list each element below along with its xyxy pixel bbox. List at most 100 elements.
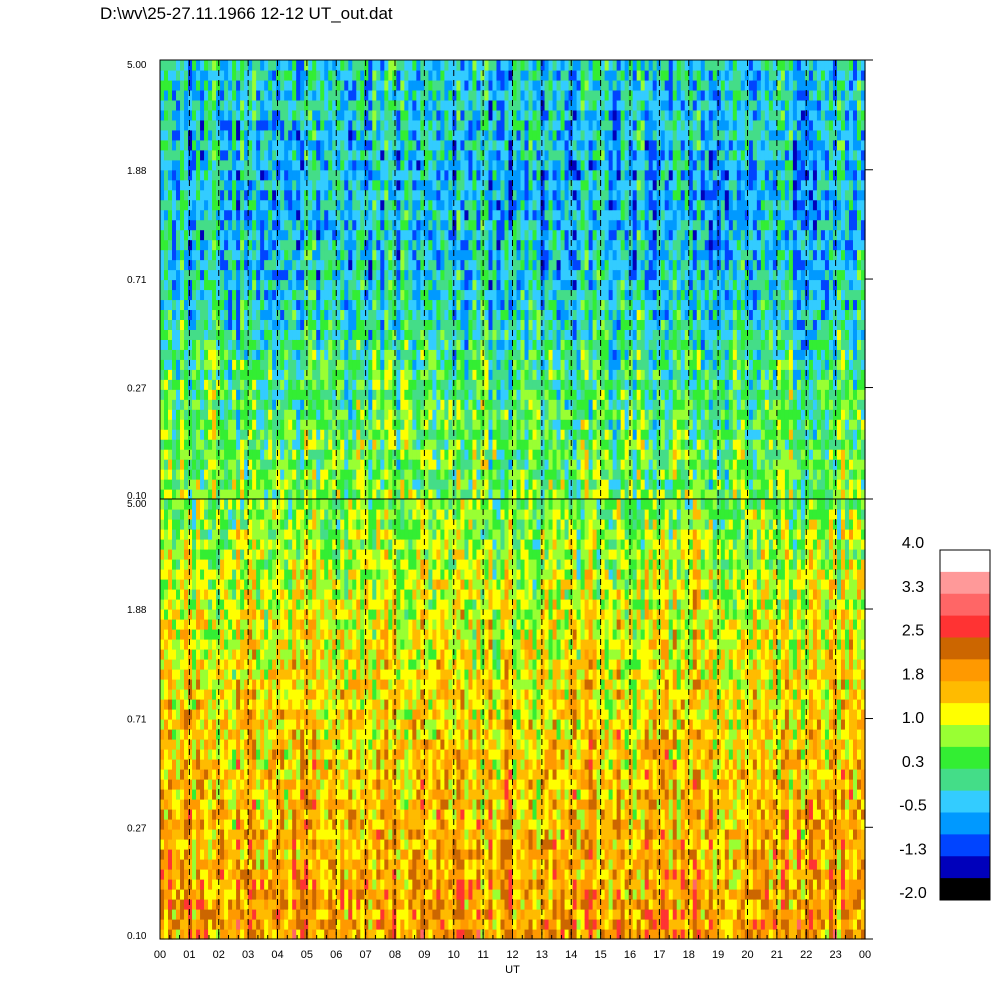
heatmap-cell [468, 309, 473, 320]
heatmap-cell [460, 339, 465, 350]
heatmap-cell [232, 349, 237, 360]
heatmap-cell [240, 240, 245, 251]
heatmap-cell [268, 210, 273, 221]
heatmap-cell [196, 319, 201, 330]
heatmap-cell [448, 309, 453, 320]
heatmap-cell [388, 379, 393, 390]
heatmap-cell [284, 100, 289, 111]
heatmap-cell [541, 180, 546, 191]
heatmap-cell [380, 130, 385, 141]
heatmap-cell [452, 160, 457, 171]
heatmap-cell [272, 489, 277, 500]
heatmap-cell [256, 359, 261, 370]
heatmap-cell [452, 260, 457, 271]
heatmap-cell [312, 379, 317, 390]
heatmap-cell [280, 140, 285, 151]
heatmap-cell [521, 130, 526, 141]
heatmap-cell [236, 110, 241, 121]
heatmap-cell [188, 359, 193, 370]
heatmap-cell [472, 180, 477, 191]
heatmap-cell [300, 469, 305, 480]
heatmap-cell [272, 170, 277, 181]
heatmap-cell [541, 359, 546, 370]
heatmap-cell [553, 299, 558, 310]
heatmap-cell [380, 100, 385, 111]
heatmap-cell [288, 369, 293, 380]
heatmap-cell [196, 419, 201, 430]
heatmap-cell [172, 70, 177, 81]
heatmap-cell [352, 110, 357, 121]
heatmap-cell [180, 449, 185, 460]
heatmap-cell [308, 260, 313, 271]
heatmap-cell [440, 170, 445, 181]
heatmap-cell [308, 469, 313, 480]
heatmap-cell [589, 160, 594, 171]
heatmap-cell [236, 459, 241, 470]
heatmap-cell [424, 329, 429, 340]
heatmap-cell [460, 349, 465, 360]
heatmap-cell [488, 419, 493, 430]
heatmap-cell [436, 339, 441, 350]
heatmap-cell [545, 90, 550, 101]
heatmap-cell [220, 349, 225, 360]
heatmap-cell [224, 130, 229, 141]
heatmap-cell [605, 379, 610, 390]
heatmap-cell [292, 220, 297, 231]
heatmap-cell [561, 60, 566, 71]
heatmap-cell [360, 339, 365, 350]
heatmap-cell [529, 439, 534, 450]
heatmap-cell [376, 389, 381, 400]
heatmap-cell [557, 439, 562, 450]
heatmap-cell [212, 359, 217, 370]
heatmap-cell [220, 429, 225, 440]
heatmap-cell [396, 289, 401, 300]
heatmap-cell [212, 439, 217, 450]
heatmap-cell [404, 260, 409, 271]
heatmap-cell [208, 110, 213, 121]
heatmap-cell [593, 339, 598, 350]
heatmap-cell [356, 260, 361, 271]
heatmap-cell [200, 280, 205, 291]
heatmap-cell [380, 250, 385, 261]
heatmap-cell [436, 250, 441, 261]
heatmap-cell [541, 200, 546, 211]
heatmap-cell [376, 419, 381, 430]
heatmap-cell [364, 439, 369, 450]
heatmap-cell [280, 250, 285, 261]
heatmap-cell [456, 200, 461, 211]
heatmap-cell [316, 270, 321, 281]
heatmap-cell [380, 349, 385, 360]
heatmap-cell [589, 200, 594, 211]
heatmap-cell [609, 289, 614, 300]
heatmap-cell [360, 270, 365, 281]
heatmap-cell [340, 469, 345, 480]
heatmap-cell [609, 280, 614, 291]
heatmap-cell [264, 419, 269, 430]
heatmap-cell [224, 90, 229, 101]
heatmap-cell [605, 329, 610, 340]
heatmap-cell [336, 60, 341, 71]
heatmap-cell [452, 479, 457, 490]
heatmap-cell [192, 190, 197, 201]
heatmap-cell [589, 240, 594, 251]
heatmap-cell [224, 250, 229, 261]
heatmap-cell [601, 210, 606, 221]
heatmap-cell [368, 439, 373, 450]
heatmap-cell [276, 140, 281, 151]
heatmap-cell [460, 150, 465, 161]
heatmap-cell [496, 250, 501, 261]
heatmap-cell [192, 230, 197, 241]
heatmap-cell [500, 150, 505, 161]
heatmap-cell [196, 90, 201, 101]
heatmap-cell [484, 110, 489, 121]
heatmap-cell [396, 270, 401, 281]
heatmap-cell [553, 399, 558, 410]
heatmap-cell [525, 489, 530, 500]
heatmap-cell [172, 100, 177, 111]
heatmap-cell [541, 319, 546, 330]
heatmap-cell [541, 419, 546, 430]
heatmap-cell [344, 439, 349, 450]
heatmap-cell [172, 190, 177, 201]
heatmap-cell [440, 489, 445, 500]
heatmap-cell [184, 70, 189, 81]
